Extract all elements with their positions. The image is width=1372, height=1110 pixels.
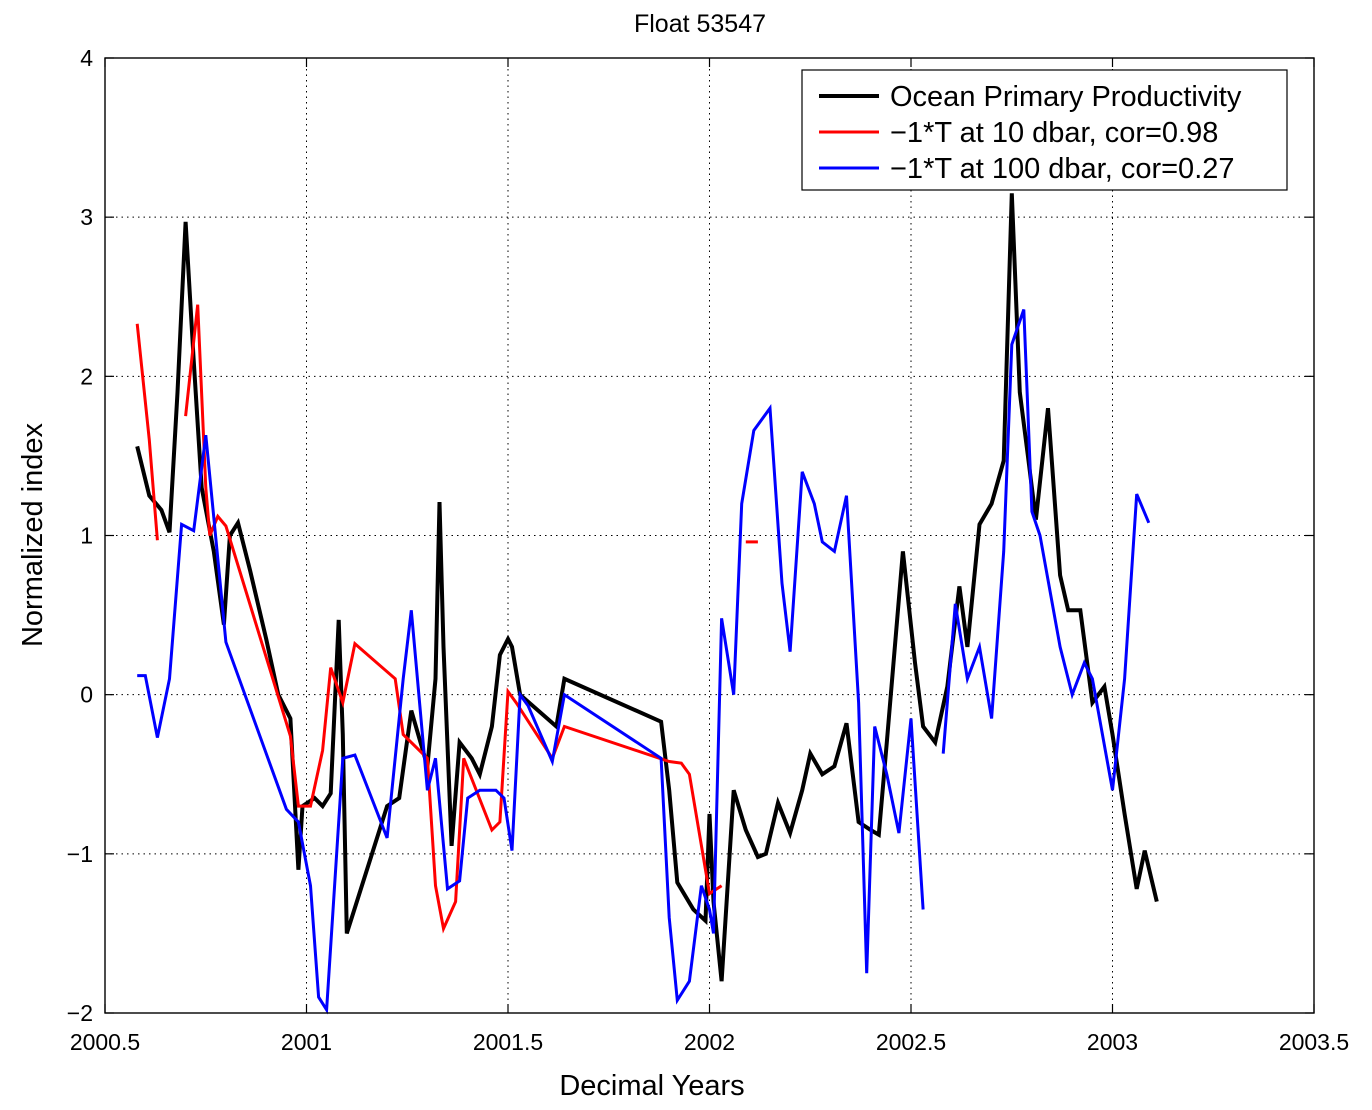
x-tick-label: 2002: [684, 1029, 735, 1055]
legend-box: [801, 69, 1288, 191]
x-tick-label: 2002.5: [876, 1029, 946, 1055]
series-line-2: [184, 304, 723, 934]
y-tick-label: −2: [67, 1000, 93, 1026]
y-tick-label: 4: [80, 45, 93, 71]
series-line-3: [137, 403, 925, 1015]
ticks: 2000.5 2001 2001.5 2002 2002.5 2003 2003.5 −2 −1…: [67, 45, 1349, 1055]
y-tick-label: 1: [80, 523, 93, 549]
x-tick-label: 2003: [1087, 1029, 1138, 1055]
x-tick-label: 2000.5: [70, 1029, 140, 1055]
y-tick-label: 2: [80, 363, 93, 389]
x-tick-label: 2001.5: [473, 1029, 543, 1055]
chart-title: Float 53547: [634, 10, 766, 38]
x-axis-label: Decimal Years: [559, 1070, 744, 1102]
y-tick-label: −1: [67, 841, 93, 867]
legend: Ocean Primary Productivity −1*T at 10 dba…: [801, 69, 1288, 191]
y-axis-label: Normalized index: [17, 422, 49, 647]
legend-label-3: −1*T at 100 dbar, cor=0.27: [890, 153, 1235, 185]
legend-label-1: Ocean Primary Productivity: [890, 81, 1242, 113]
legend-label-2: −1*T at 10 dbar, cor=0.98: [890, 117, 1218, 149]
grid: [105, 58, 1314, 1013]
x-tick-label: 2001: [281, 1029, 332, 1055]
series-line-3: [941, 309, 1151, 791]
y-tick-label: 3: [80, 204, 93, 230]
series-line-2: [135, 323, 159, 541]
x-tick-label: 2003.5: [1279, 1029, 1349, 1055]
series-line-1: [135, 193, 1159, 982]
y-tick-label: 0: [80, 682, 93, 708]
series-layer: [135, 193, 1159, 1015]
